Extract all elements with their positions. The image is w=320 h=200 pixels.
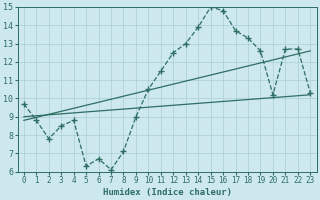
X-axis label: Humidex (Indice chaleur): Humidex (Indice chaleur) [103,188,232,197]
